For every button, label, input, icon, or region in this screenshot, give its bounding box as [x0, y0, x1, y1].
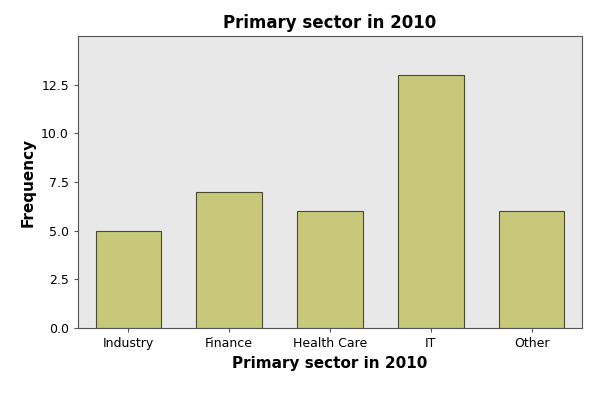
- Bar: [398, 75, 464, 328]
- Bar: [499, 211, 565, 328]
- Title: Primary sector in 2010: Primary sector in 2010: [223, 14, 437, 32]
- X-axis label: Primary sector in 2010: Primary sector in 2010: [232, 356, 428, 370]
- Y-axis label: Frequency: Frequency: [20, 138, 35, 226]
- Bar: [196, 192, 262, 328]
- Bar: [297, 211, 363, 328]
- Bar: [95, 231, 161, 328]
